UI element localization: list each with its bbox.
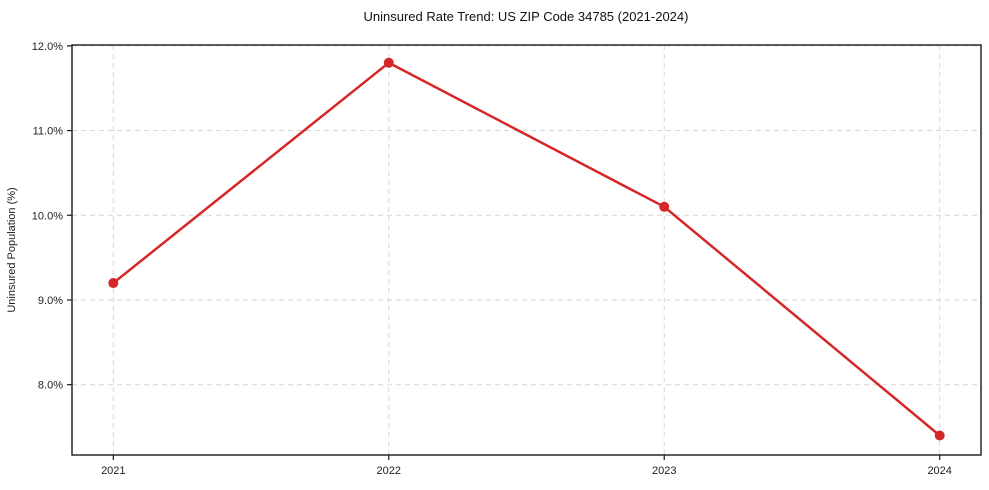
axes-spines xyxy=(71,44,982,456)
x-tick-label: 2023 xyxy=(652,465,676,477)
plot-border xyxy=(71,44,982,456)
x-tick-label: 2021 xyxy=(101,465,125,477)
trend-line-group xyxy=(108,57,945,441)
y-tick-label: 8.0% xyxy=(38,380,63,392)
grid-lines xyxy=(72,45,981,455)
y-tick-label: 9.0% xyxy=(38,295,63,307)
data-point xyxy=(383,57,394,68)
y-axis-title: Uninsured Population (%) xyxy=(6,187,18,312)
axis-tick-labels: 8.0% 9.0% 10.0% 11.0% 12.0% 2021 2022 2023 2024 xyxy=(32,41,952,477)
chart-title: Uninsured Rate Trend: US ZIP Code 34785 … xyxy=(364,9,689,24)
data-point xyxy=(934,430,945,441)
y-tick-label: 12.0% xyxy=(32,41,63,53)
data-point xyxy=(659,201,670,212)
y-tick-label: 10.0% xyxy=(32,210,63,222)
trend-line xyxy=(112,61,941,437)
data-point xyxy=(108,278,119,289)
x-tick-label: 2024 xyxy=(927,465,951,477)
x-tick-label: 2022 xyxy=(377,465,401,477)
y-tick-label: 11.0% xyxy=(33,126,64,138)
axis-ticks xyxy=(67,45,941,460)
